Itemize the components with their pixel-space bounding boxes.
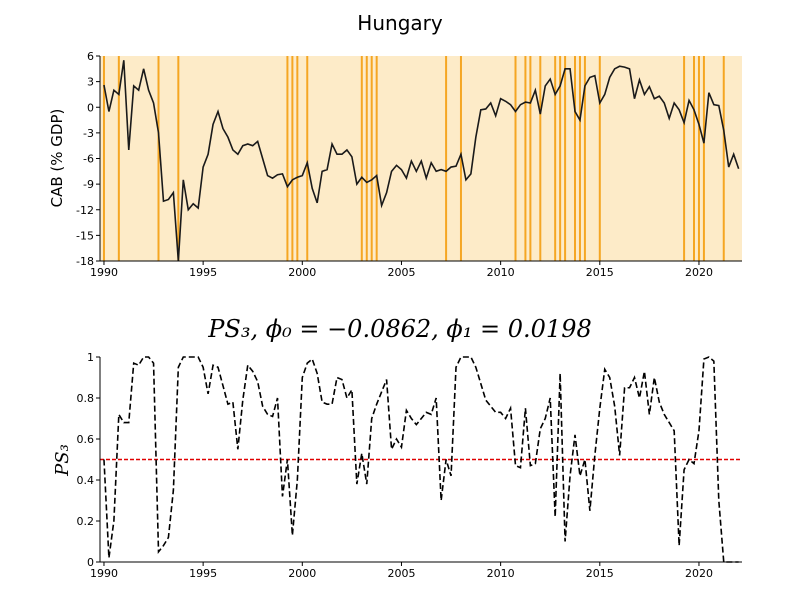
y-tick-label: 0.2 xyxy=(77,515,95,528)
x-tick-label: 2005 xyxy=(387,266,415,279)
y-tick-label: 0 xyxy=(87,101,94,114)
x-tick-label: 1990 xyxy=(90,567,118,580)
y-tick-label: -18 xyxy=(76,255,94,268)
chart-title: PS₃, ϕ₀ = −0.0862, ϕ₁ = 0.0198 xyxy=(207,315,591,343)
y-tick-label: 0.4 xyxy=(77,474,95,487)
y-tick-label: -6 xyxy=(83,153,94,166)
y-tick-label: -3 xyxy=(83,127,94,140)
data-line xyxy=(103,60,740,262)
x-tick-label: 2010 xyxy=(487,567,515,580)
y-tick-label: 3 xyxy=(87,76,94,89)
y-tick-label: 0.6 xyxy=(77,433,95,446)
y-tick-label: -15 xyxy=(76,229,94,242)
y-tick-label: 6 xyxy=(87,50,94,63)
x-tick-label: 2005 xyxy=(387,567,415,580)
x-tick-label: 2010 xyxy=(487,266,515,279)
x-tick-label: 2015 xyxy=(586,567,614,580)
x-tick-label: 1995 xyxy=(189,266,217,279)
x-tick-label: 2000 xyxy=(288,567,316,580)
plot-background xyxy=(100,56,742,261)
data-line xyxy=(103,356,739,563)
y-tick-label: 1 xyxy=(87,351,94,364)
x-tick-label: 2020 xyxy=(685,567,713,580)
y-tick-label: -12 xyxy=(76,204,94,217)
y-tick-label: 0 xyxy=(87,556,94,569)
y-axis-label: PS₃ xyxy=(52,444,73,477)
y-tick-label: 0.8 xyxy=(77,392,95,405)
x-tick-label: 2000 xyxy=(288,266,316,279)
chart-title: Hungary xyxy=(357,11,443,35)
x-tick-label: 2015 xyxy=(586,266,614,279)
y-axis-label: CAB (% GDP) xyxy=(48,109,66,208)
y-tick-label: -9 xyxy=(83,178,94,191)
x-tick-label: 1990 xyxy=(90,266,118,279)
x-tick-label: 2020 xyxy=(685,266,713,279)
x-tick-label: 1995 xyxy=(189,567,217,580)
